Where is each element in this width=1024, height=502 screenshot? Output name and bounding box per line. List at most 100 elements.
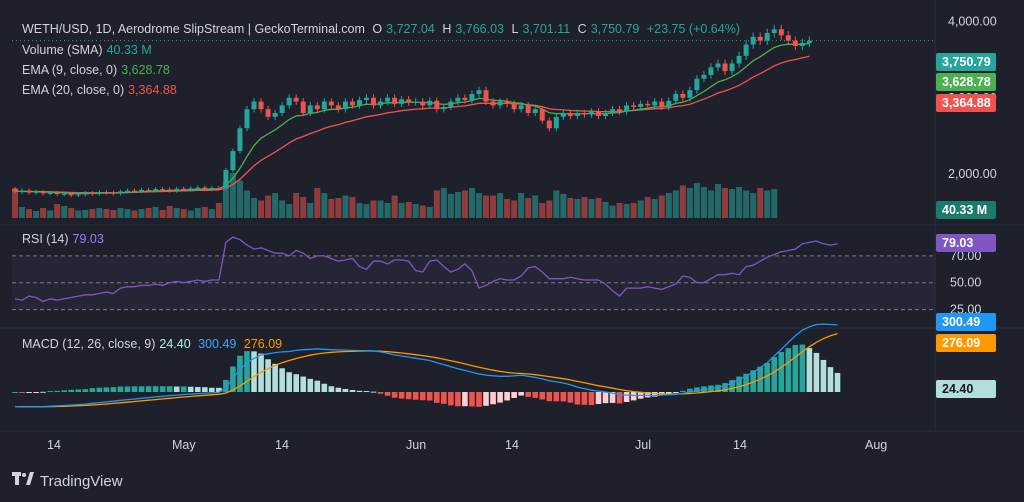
volume-bar <box>771 189 778 218</box>
macd-histogram-bar <box>202 387 208 392</box>
ema20-legend[interactable]: EMA (20, close, 0) 3,364.88 <box>22 83 181 97</box>
candle-body <box>743 44 749 56</box>
volume-bar <box>757 188 764 218</box>
candle-body <box>61 193 67 195</box>
volume-bar <box>159 210 166 218</box>
volume-bar <box>546 200 553 218</box>
candle-body <box>244 109 250 129</box>
volume-bar <box>208 209 215 218</box>
candle-body <box>33 191 39 193</box>
candle-body <box>666 100 672 107</box>
macd-histogram-bar <box>483 392 489 406</box>
macd-histogram-bar <box>187 386 194 392</box>
macd-histogram-bar <box>61 390 68 392</box>
candle-body <box>349 101 355 106</box>
macd-histogram-bar <box>328 386 335 392</box>
macd-histogram-bar <box>434 392 440 403</box>
volume-bar <box>468 188 475 218</box>
macd-histogram-bar <box>616 392 623 404</box>
ema9-legend[interactable]: EMA (9, close, 0) 3,628.78 <box>22 63 174 77</box>
macd-histogram-bar <box>286 372 292 392</box>
open-label: O <box>372 22 383 36</box>
volume-bar <box>391 195 398 218</box>
candle-body <box>659 101 665 107</box>
volume-bar <box>560 194 567 218</box>
candle-body <box>603 113 609 117</box>
time-axis-label: 14 <box>733 438 747 452</box>
macd-histogram-bar <box>623 392 630 402</box>
macd-histogram-bar <box>764 363 771 392</box>
candle-body <box>209 188 215 190</box>
volume-bar <box>433 190 440 218</box>
low-label: L <box>511 22 519 36</box>
candle-body <box>54 192 60 195</box>
macd-histogram-bar <box>279 368 285 392</box>
candle-body <box>328 101 334 106</box>
volume-bar <box>623 204 630 218</box>
volume-bar <box>342 195 349 218</box>
macd-histogram-bar <box>771 356 778 392</box>
macd-histogram-bar <box>546 392 553 402</box>
macd-histogram-bar <box>349 389 356 392</box>
candle-body <box>483 90 489 102</box>
macd-histogram-bar <box>19 392 25 393</box>
volume-bar <box>644 197 651 218</box>
time-axis-label: Aug <box>865 438 887 452</box>
candle-body <box>12 189 18 192</box>
volume-bar <box>715 184 721 218</box>
macd-histogram-bar <box>630 392 637 401</box>
macd-hist-value: 24.40 <box>159 337 191 351</box>
volume-bar <box>19 207 26 218</box>
volume-bar <box>637 200 644 218</box>
macd-histogram-bar <box>300 376 307 392</box>
macd-histogram-bar <box>173 386 180 392</box>
candle-body <box>757 36 763 41</box>
macd-histogram-bar <box>820 359 827 392</box>
volume-bar <box>679 185 686 218</box>
macd-histogram-bar <box>729 380 735 392</box>
candle-body <box>371 97 377 106</box>
volume-bar <box>166 206 173 218</box>
macd-line-value: 300.49 <box>198 337 237 351</box>
macd-histogram-bar <box>82 389 89 392</box>
volume-bar <box>405 202 412 218</box>
rsi-value: 79.03 <box>72 232 104 246</box>
candle-body <box>546 120 552 129</box>
badge-volume-bg <box>936 201 996 219</box>
macd-histogram-bar <box>391 392 398 398</box>
close-label: C <box>577 22 587 36</box>
volume-bar <box>328 199 335 218</box>
rsi-legend[interactable]: RSI (14) 79.03 <box>22 232 108 246</box>
volume-legend[interactable]: Volume (SMA) 40.33 M <box>22 43 156 57</box>
badge-ema9-text: 3,628.78 <box>942 75 991 89</box>
candle-body <box>314 105 320 110</box>
badge-macd-signal-text: 276.09 <box>942 336 980 350</box>
volume-bar <box>54 204 61 218</box>
volume-bar <box>419 205 426 218</box>
volume-bar <box>483 195 490 218</box>
open-value: 3,727.04 <box>386 22 435 36</box>
time-axis-label: May <box>172 438 196 452</box>
candle-body <box>631 105 637 107</box>
macd-histogram-bar <box>124 386 131 392</box>
candle-body <box>581 113 587 115</box>
candle-body <box>265 109 271 117</box>
candle-body <box>230 151 236 171</box>
candle-body <box>434 100 440 110</box>
macd-histogram-bar <box>441 392 447 404</box>
macd-legend[interactable]: MACD (12, 26, close, 9) 24.40 300.49 276.… <box>22 337 286 351</box>
candle-body <box>736 55 742 64</box>
time-axis-label: Jun <box>406 438 426 452</box>
candle-body <box>624 105 630 112</box>
candle-body <box>490 101 496 106</box>
candle-body <box>293 97 299 102</box>
macd-histogram-bar <box>651 392 658 397</box>
volume-bar <box>110 210 117 218</box>
candle-body <box>441 106 447 110</box>
macd-histogram-bar <box>736 376 742 392</box>
tradingview-brand[interactable]: TradingView <box>12 472 123 490</box>
volume-bar <box>764 190 771 218</box>
candle-body <box>413 101 419 103</box>
volume-bar <box>377 200 384 218</box>
